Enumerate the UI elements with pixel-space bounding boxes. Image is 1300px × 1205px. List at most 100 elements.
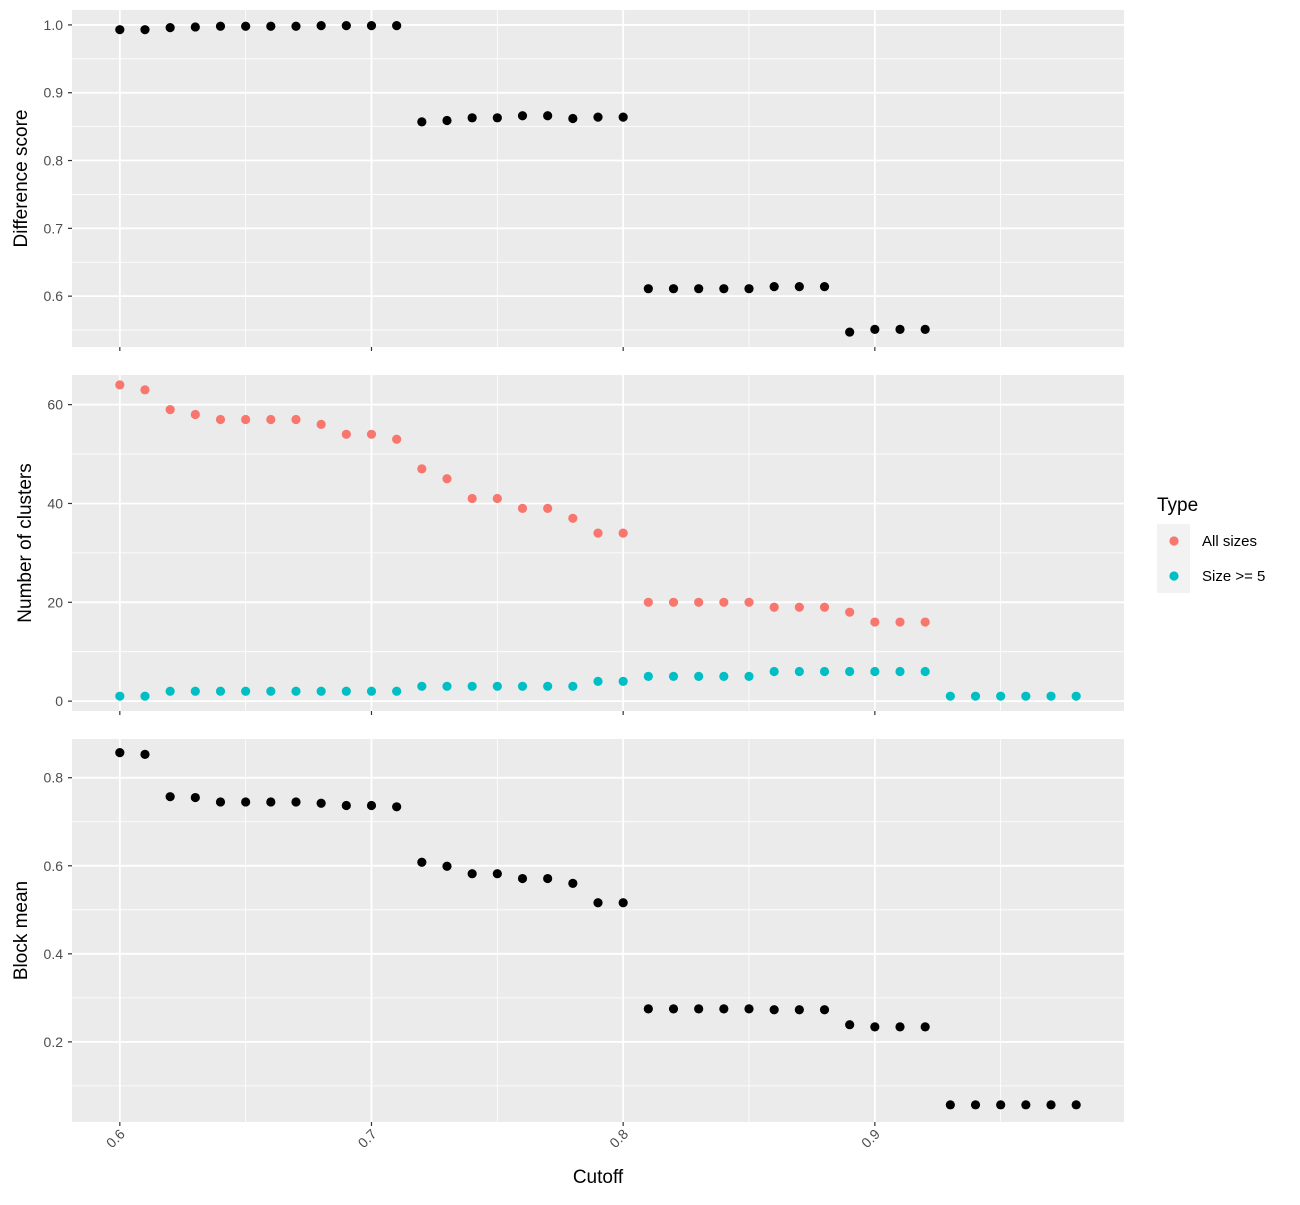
data-point [744, 284, 754, 294]
data-point [543, 873, 553, 884]
data-point [618, 898, 628, 908]
data-point [819, 602, 830, 612]
data-point [719, 284, 729, 294]
data-point [744, 1004, 754, 1014]
y-tick-label: 60 [47, 397, 63, 413]
data-point [467, 113, 477, 123]
data-point [819, 1005, 830, 1015]
data-point [1046, 691, 1056, 701]
legend-entry-label: All sizes [1202, 533, 1257, 550]
legend-title: Type [1157, 495, 1198, 516]
x-tick-label: 0.7 [355, 1126, 380, 1151]
data-point [618, 528, 628, 538]
data-point [920, 617, 930, 627]
y-axis-title: Block mean [11, 881, 32, 980]
y-axis-title: Number of clusters [15, 463, 36, 622]
data-point [517, 111, 528, 121]
data-point [543, 111, 553, 121]
y-tick-label: 0.9 [44, 85, 64, 101]
data-point [140, 385, 150, 395]
data-point [643, 284, 653, 294]
panel-background [72, 739, 1124, 1122]
data-point [668, 1004, 679, 1014]
data-point [442, 115, 452, 126]
legend-key-marker [1169, 571, 1179, 581]
data-point [366, 800, 377, 811]
data-point [920, 1022, 930, 1032]
data-point [266, 21, 276, 31]
data-point [266, 414, 276, 425]
data-point [392, 20, 402, 31]
data-point [140, 25, 150, 35]
data-point [845, 666, 855, 677]
data-point [492, 493, 502, 504]
data-point [442, 474, 452, 484]
data-point [417, 464, 427, 474]
data-point [970, 691, 981, 701]
data-point [819, 666, 830, 677]
data-point [517, 503, 528, 514]
data-point [593, 528, 603, 538]
data-point [316, 419, 326, 430]
data-point [568, 113, 578, 124]
data-point [140, 691, 150, 701]
data-point [241, 686, 251, 696]
legend-key-background [1157, 524, 1190, 593]
data-point [593, 676, 603, 686]
data-point [870, 666, 880, 677]
y-tick-label: 0.2 [44, 1034, 64, 1050]
data-point [492, 869, 502, 879]
data-point [794, 282, 804, 292]
data-point [895, 1022, 905, 1032]
data-point [241, 21, 251, 31]
data-point [895, 617, 905, 627]
data-point [845, 607, 855, 617]
x-tick-label: 0.6 [103, 1126, 128, 1151]
data-point [794, 602, 804, 612]
data-point [417, 117, 427, 127]
panel-1: 0.6 0.7 0.8 0.9 1.0 Difference score [11, 10, 1124, 351]
x-tick-label: 0.9 [858, 1126, 883, 1151]
y-tick-label: 0.6 [44, 288, 64, 304]
data-point [190, 409, 200, 420]
data-point [568, 681, 578, 691]
data-point [870, 324, 880, 334]
data-point [593, 898, 603, 908]
data-point [467, 493, 477, 504]
data-point [316, 686, 326, 696]
data-point [190, 22, 200, 32]
panel-background [72, 375, 1124, 711]
data-point [190, 686, 200, 696]
legend-entry-label: Size >= 5 [1202, 568, 1265, 585]
data-point [392, 434, 402, 444]
data-point [492, 681, 502, 691]
data-point [794, 666, 804, 677]
y-tick-label: 0.4 [44, 946, 64, 962]
series-points [115, 748, 1081, 1110]
data-point [392, 802, 402, 812]
data-point [694, 1004, 704, 1014]
data-point [417, 857, 427, 867]
legend-key-marker [1169, 536, 1179, 546]
data-point [1071, 1100, 1081, 1110]
data-point [492, 113, 502, 123]
data-point [920, 666, 930, 677]
data-point [165, 404, 175, 415]
data-point [618, 676, 628, 686]
y-tick-label: 20 [47, 594, 63, 610]
data-point [694, 597, 704, 607]
data-point [945, 691, 955, 701]
series-size-5 [115, 666, 1081, 701]
data-point [165, 686, 175, 696]
data-point [241, 797, 251, 807]
data-point [215, 414, 226, 425]
data-point [266, 686, 276, 696]
data-point [794, 1005, 804, 1015]
panel-3: 0.2 0.4 0.6 0.8 Block mean [11, 739, 1124, 1126]
data-point [668, 671, 679, 682]
data-point [845, 1020, 855, 1030]
data-point [694, 671, 704, 682]
panel-2: 0 20 40 60 Number of clusters [15, 375, 1124, 715]
data-point [543, 681, 553, 691]
data-point [996, 1100, 1006, 1110]
